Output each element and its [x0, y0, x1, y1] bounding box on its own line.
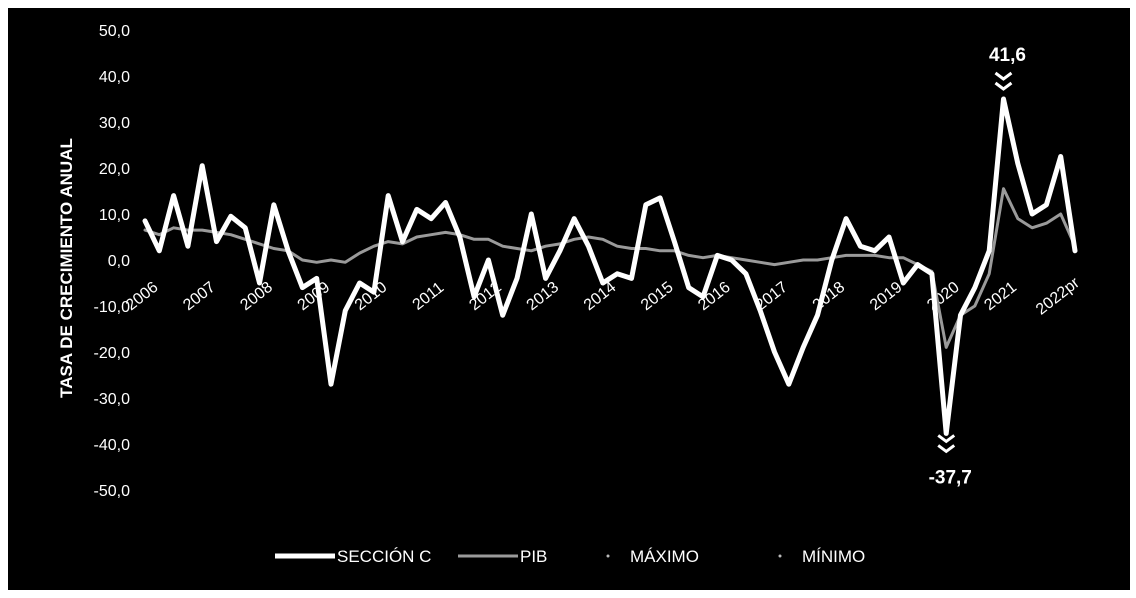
- y-tick-label: 10,0: [99, 207, 130, 224]
- y-tick-label: -40,0: [94, 437, 131, 454]
- y-tick-label: -10,0: [94, 299, 131, 316]
- y-tick-label: 0,0: [108, 253, 130, 270]
- legend-swatch: [606, 554, 610, 558]
- min-marker: [937, 444, 956, 454]
- y-axis-ticks: 50,0 40,0 30,0 20,0 10,0 0,0 -10,0 -20,0 -30,0 -4…: [94, 23, 131, 500]
- chart-background: [8, 8, 1130, 590]
- legend-label: MÍNIMO: [802, 547, 865, 566]
- annotations: 41,6 -37,7: [929, 45, 1026, 488]
- y-axis-title: TASA DE CRECIMIENTO ANUAL: [57, 138, 76, 398]
- y-tick-label: 40,0: [99, 69, 130, 86]
- y-tick-label: 50,0: [99, 23, 130, 40]
- y-tick-label: 30,0: [99, 115, 130, 132]
- series-layer: [142, 96, 1078, 436]
- legend: SECCIÓN C PIB MÁXIMO MÍNIMO: [275, 547, 865, 566]
- y-tick-label: -50,0: [94, 483, 131, 500]
- max-marker: [994, 81, 1013, 91]
- min-value-label: -37,7: [929, 467, 972, 488]
- y-tick-label: -30,0: [94, 391, 131, 408]
- max-marker: [994, 71, 1013, 81]
- min-marker: [937, 434, 956, 444]
- legend-label: MÁXIMO: [630, 547, 699, 566]
- legend-label: PIB: [520, 547, 547, 566]
- max-value-label: 41,6: [989, 45, 1026, 66]
- legend-label: SECCIÓN C: [337, 547, 431, 566]
- legend-swatch: [778, 554, 782, 558]
- series-line-seccion-c: [142, 96, 1078, 436]
- y-tick-label: -20,0: [94, 345, 131, 362]
- y-tick-label: 20,0: [99, 161, 130, 178]
